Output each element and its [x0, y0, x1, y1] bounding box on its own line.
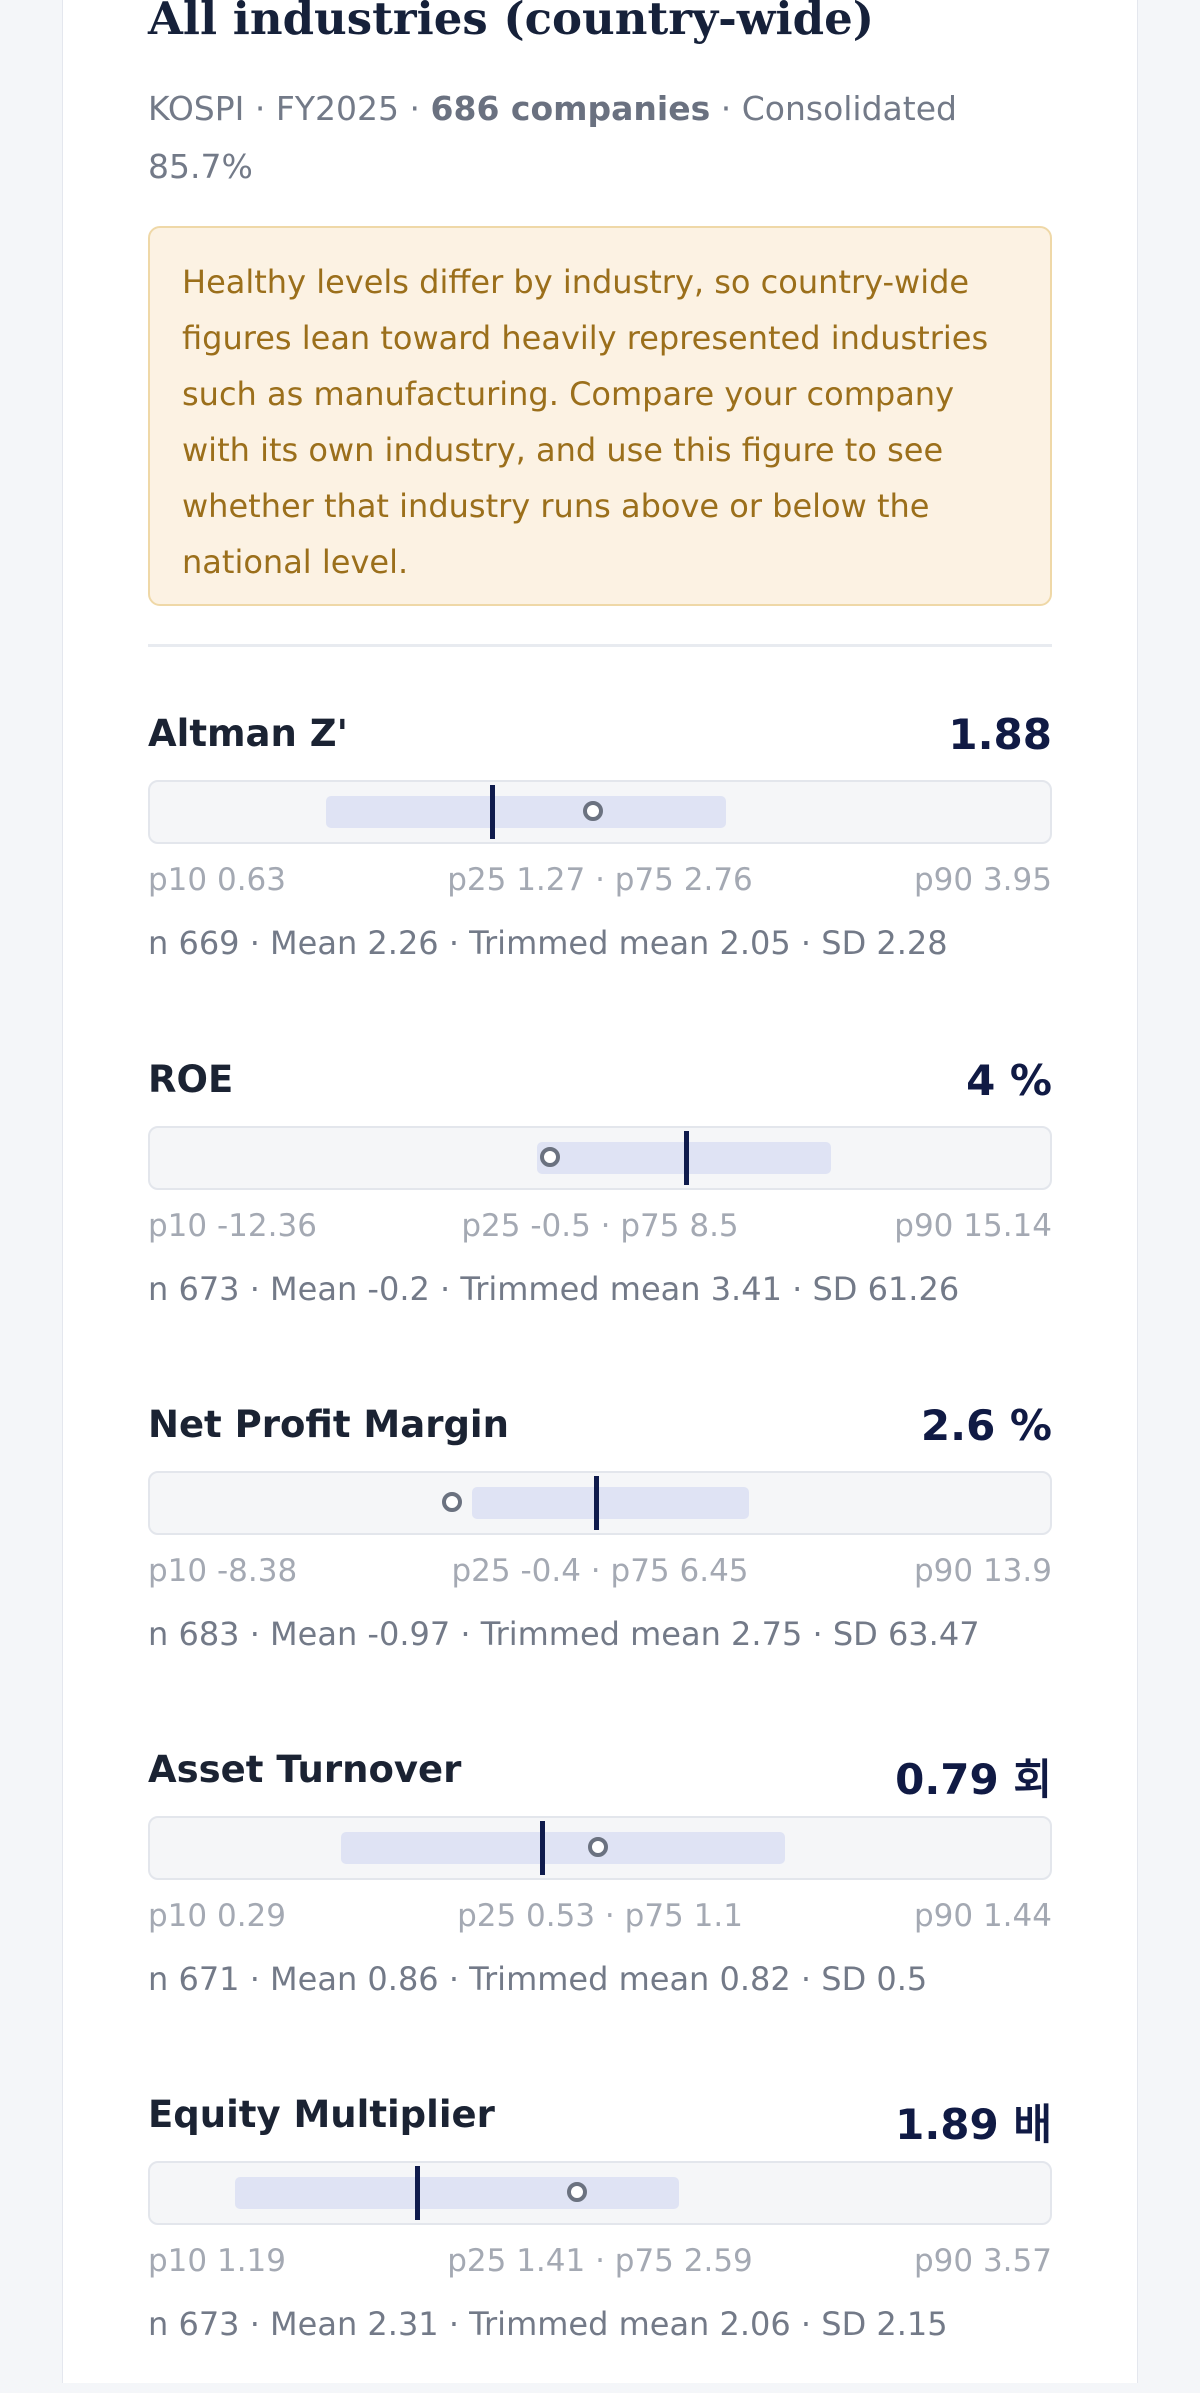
p10-label: p10 1.19: [148, 2243, 287, 2279]
distribution-track: [148, 1471, 1052, 1535]
industry-notice: Healthy levels differ by industry, so co…: [148, 226, 1052, 606]
p90-label: p90 1.44: [913, 1898, 1052, 1934]
metric-row: Altman Z' 1.88 p10 0.63 p25 1.27 · p75 2…: [148, 710, 1052, 1012]
metric-row: ROE 4 % p10 -12.36 p25 -0.5 · p75 8.5 p9…: [148, 1056, 1052, 1358]
mean-marker: [539, 1147, 560, 1167]
benchmark-card: All industries (country-wide) KOSPI · FY…: [62, 0, 1138, 2383]
meta-line-1: KOSPI · FY2025 · 686 companies · Consoli…: [148, 80, 1052, 138]
metric-stats: n 673 · Mean -0.2 · Trimmed mean 3.41 · …: [148, 1270, 960, 1308]
coverage-ratio: 85.7%: [148, 147, 253, 186]
meta-separator: ·: [409, 89, 421, 128]
metric-value: 1.88: [948, 710, 1052, 759]
metric-row: Asset Turnover 0.79 회 p10 0.29 p25 0.53 …: [148, 1748, 1052, 2048]
p10-label: p10 0.63: [148, 862, 287, 898]
benchmark-meta: KOSPI · FY2025 · 686 companies · Consoli…: [148, 80, 1052, 196]
metric-stats: n 683 · Mean -0.97 · Trimmed mean 2.75 ·…: [148, 1615, 980, 1653]
divider: [148, 644, 1052, 647]
metric-name: Altman Z': [148, 712, 348, 755]
p90-label: p90 15.14: [894, 1208, 1052, 1244]
p10-label: p10 -8.38: [148, 1553, 298, 1589]
metric-name: Equity Multiplier: [148, 2093, 495, 2136]
iqr-label: p25 1.41 · p75 2.59: [447, 2243, 753, 2279]
distribution-track: [148, 2161, 1052, 2225]
iqr-band: [340, 1832, 786, 1864]
p10-label: p10 0.29: [148, 1898, 287, 1934]
median-marker: [490, 785, 495, 839]
iqr-band: [234, 2177, 680, 2209]
metric-stats: n 669 · Mean 2.26 · Trimmed mean 2.05 · …: [148, 924, 948, 962]
iqr-band: [325, 796, 726, 828]
basis-label: Consolidated: [741, 89, 957, 128]
iqr-band: [537, 1142, 832, 1174]
metric-name: Asset Turnover: [148, 1748, 462, 1791]
median-marker: [540, 1821, 546, 1875]
distribution-track: [148, 1126, 1052, 1190]
iqr-label: p25 0.53 · p75 1.1: [457, 1898, 743, 1934]
metric-value: 2.6 %: [920, 1401, 1052, 1450]
metric-stats: n 673 · Mean 2.31 · Trimmed mean 2.06 · …: [148, 2305, 948, 2343]
p90-label: p90 3.57: [913, 2243, 1052, 2279]
median-marker: [684, 1131, 690, 1185]
p10-label: p10 -12.36: [148, 1208, 317, 1244]
iqr-band: [472, 1487, 750, 1519]
fiscal-year: FY2025: [275, 89, 400, 128]
p90-label: p90 3.95: [913, 862, 1052, 898]
iqr-label: p25 -0.5 · p75 8.5: [461, 1208, 739, 1244]
metric-name: Net Profit Margin: [148, 1403, 509, 1446]
iqr-label: p25 -0.4 · p75 6.45: [451, 1553, 749, 1589]
meta-separator: ·: [720, 89, 732, 128]
metric-value: 0.79 회: [895, 1755, 1052, 1804]
metric-value: 1.89 배: [895, 2100, 1052, 2149]
distribution-track: [148, 780, 1052, 844]
notice-text: Healthy levels differ by industry, so co…: [182, 263, 989, 581]
metric-value: 4 %: [966, 1056, 1052, 1105]
metric-stats: n 671 · Mean 0.86 · Trimmed mean 0.82 · …: [148, 1960, 928, 1998]
mean-marker: [441, 1492, 462, 1512]
mean-marker: [583, 801, 603, 821]
median-marker: [415, 2166, 421, 2220]
mean-marker: [566, 2182, 587, 2202]
distribution-track: [148, 1816, 1052, 1880]
market-label: KOSPI: [148, 89, 245, 128]
page-title: All industries (country-wide): [148, 0, 874, 45]
metric-row: Equity Multiplier 1.89 배 p10 1.19 p25 1.…: [148, 2093, 1052, 2393]
mean-marker: [588, 1837, 609, 1857]
metric-row: Net Profit Margin 2.6 % p10 -8.38 p25 -0…: [148, 1401, 1052, 1703]
metric-name: ROE: [148, 1058, 234, 1101]
median-marker: [594, 1476, 600, 1530]
company-count: 686 companies: [430, 89, 711, 128]
meta-separator: ·: [254, 89, 266, 128]
p90-label: p90 13.9: [913, 1553, 1052, 1589]
iqr-label: p25 1.27 · p75 2.76: [447, 862, 753, 898]
